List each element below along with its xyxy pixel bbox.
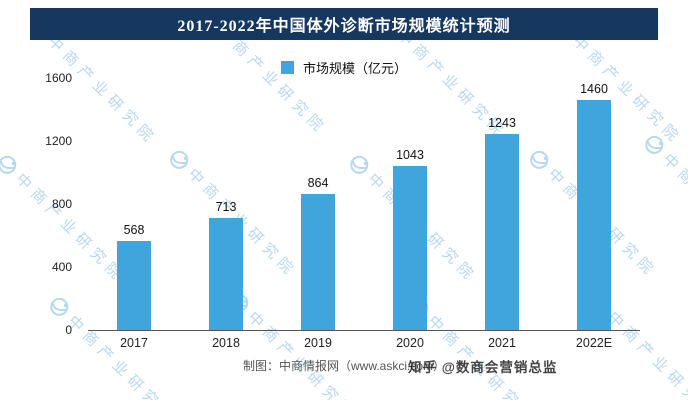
bar-slot-2018: 713: [180, 78, 272, 330]
bar-slot-2020: 1043: [364, 78, 456, 330]
watermark: 中商产业研究院: [640, 130, 688, 267]
bar: [117, 241, 151, 330]
bar-value-label: 1460: [580, 82, 608, 96]
chart-title: 2017-2022年中国体外诊断市场规模统计预测: [177, 18, 511, 35]
legend-swatch-icon: [280, 61, 294, 74]
chart-title-bar: 2017-2022年中国体外诊断市场规模统计预测: [30, 8, 658, 40]
watermark-logo-icon: [0, 155, 17, 174]
bar-value-label: 568: [123, 223, 145, 237]
x-axis-label: 2018: [212, 336, 240, 350]
bar: [577, 100, 611, 330]
bar-slot-2017: 568: [88, 78, 180, 330]
y-axis-tick-label: 400: [51, 260, 72, 274]
footer-caption: 制图：中商情报网（www.askci.com）: [242, 359, 445, 373]
plot-area: 568 713 864 1043 1243 1460: [88, 78, 640, 331]
legend-label: 市场规模（亿元）: [302, 61, 407, 76]
x-axis-labels: 2017 2018 2019 2020 2021 2022E: [88, 336, 640, 350]
x-axis-label: 2021: [488, 336, 516, 350]
y-axis-tick-label: 1600: [45, 71, 72, 85]
x-axis-label: 2017: [120, 336, 148, 350]
x-axis-label: 2019: [304, 336, 332, 350]
bar: [485, 134, 519, 330]
watermark-text: 中商产业研究院: [659, 150, 688, 267]
y-axis-tick-label: 1200: [45, 134, 72, 148]
bar-value-label: 1043: [396, 148, 424, 162]
x-axis-label: 2020: [396, 336, 424, 350]
bar-value-label: 1243: [488, 116, 516, 130]
footer-overlay-watermark: 知乎 @数商会营销总监: [408, 360, 558, 375]
bar-slot-2022E: 1460: [548, 78, 640, 330]
bar-value-label: 864: [307, 176, 329, 190]
y-axis-tick-label: 800: [51, 197, 72, 211]
bar: [209, 218, 243, 330]
bar-slot-2019: 864: [272, 78, 364, 330]
legend: 市场规模（亿元）: [0, 58, 688, 77]
watermark-logo-icon: [645, 135, 664, 154]
bar: [301, 194, 335, 330]
bar: [393, 166, 427, 330]
x-axis-label: 2022E: [575, 336, 613, 350]
y-axis: 0 400 800 1200 1600: [30, 71, 80, 337]
bar-value-label: 713: [215, 200, 237, 214]
bar-slot-2021: 1243: [456, 78, 548, 330]
y-axis-tick-label: 0: [65, 323, 72, 337]
